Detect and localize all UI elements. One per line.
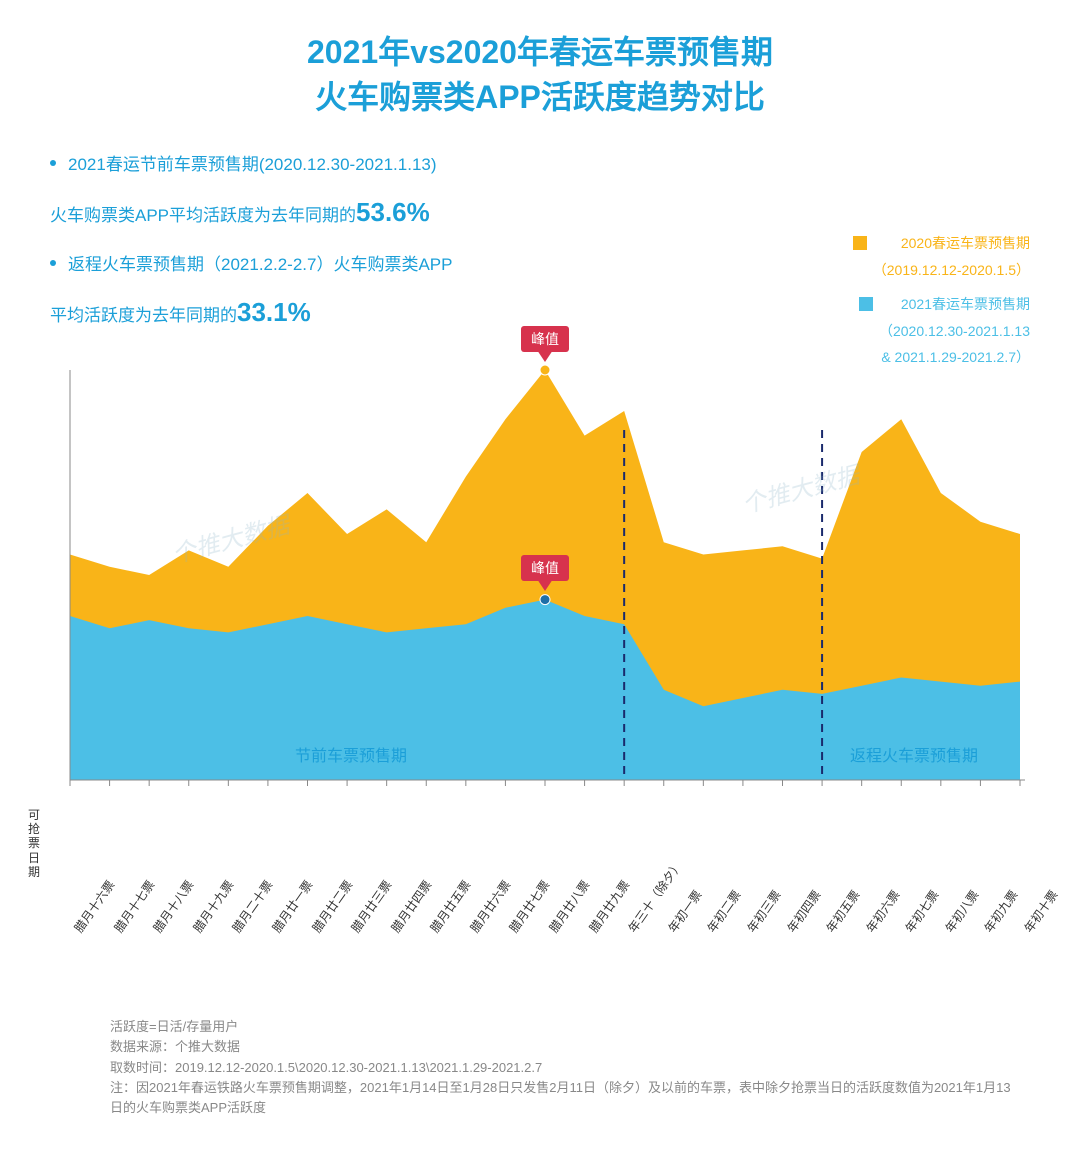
- footer-l4: 注：因2021年春运铁路火车票预售期调整，2021年1月14日至1月28日只发售…: [110, 1078, 1012, 1118]
- peak-badge-2020: 峰值: [521, 326, 569, 352]
- x-label: 年初十票: [1020, 926, 1034, 936]
- peak-badge-2021: 峰值: [521, 555, 569, 581]
- x-label: 腊月二十票: [228, 926, 242, 936]
- yaxis-c2: 抢: [28, 822, 40, 836]
- footer-notes: 活跃度=日活/存量用户 数据来源：个推大数据 取数时间：2019.12.12-2…: [110, 1017, 1012, 1118]
- legend-2021-sub1: （2020.12.30-2021.1.13: [879, 318, 1030, 345]
- x-label: 腊月十八票: [149, 926, 163, 936]
- footer-l3: 取数时间：2019.12.12-2020.1.5\2020.12.30-2021…: [110, 1058, 1012, 1078]
- period-label-pre: 节前车票预售期: [295, 742, 407, 766]
- legend-2020-label: 2020春运车票预售期: [873, 230, 1030, 257]
- yaxis-c5: 期: [28, 865, 40, 879]
- x-label: 腊月十七票: [110, 926, 124, 936]
- legend-2020-sub: （2019.12.12-2020.1.5）: [873, 257, 1030, 284]
- page-title: 2021年vs2020年春运车票预售期 火车购票类APP活跃度趋势对比: [50, 30, 1030, 120]
- x-label: 腊月廿五票: [426, 926, 440, 936]
- peak-arrow-2021-icon: [537, 579, 553, 591]
- stat2-prefix: 平均活跃度为去年同期的: [50, 306, 237, 325]
- bullet-2-text: 返程火车票预售期（2021.2.2-2.7）火车购票类APP: [68, 250, 452, 275]
- x-label: 年初四票: [783, 926, 797, 936]
- x-label: 腊月十九票: [189, 926, 203, 936]
- x-label: 腊月十六票: [70, 926, 84, 936]
- legend-text-2020: 2020春运车票预售期 （2019.12.12-2020.1.5）: [873, 230, 1030, 283]
- legend-swatch-2020: [853, 236, 867, 250]
- x-label: 年初九票: [980, 926, 994, 936]
- x-label: 年初五票: [822, 926, 836, 936]
- x-label: 腊月廿六票: [466, 926, 480, 936]
- stat1-prefix: 火车购票类APP平均活跃度为去年同期的: [50, 206, 356, 225]
- yaxis-c1: 可: [28, 808, 40, 822]
- x-label: 年初三票: [743, 926, 757, 936]
- chart-area: 个推大数据 个推大数据 节前车票预售期 返程火车票预售期 峰值 峰值 可 抢 票…: [50, 350, 1030, 870]
- bullet-dot-icon: [50, 160, 56, 166]
- x-label: 腊月廿八票: [545, 926, 559, 936]
- x-label: 腊月廿二票: [308, 926, 322, 936]
- title-line2: 火车购票类APP活跃度趋势对比: [50, 75, 1030, 120]
- x-label: 年初七票: [901, 926, 915, 936]
- x-label: 腊月廿七票: [505, 926, 519, 936]
- x-label: 年初一票: [664, 926, 678, 936]
- legend-item-2020: 2020春运车票预售期 （2019.12.12-2020.1.5）: [853, 230, 1030, 283]
- x-label: 腊月廿九票: [585, 926, 599, 936]
- legend-swatch-2021: [859, 297, 873, 311]
- x-label: 腊月廿四票: [387, 926, 401, 936]
- x-label: 年三十（除夕）: [624, 926, 638, 936]
- stat1-pct: 53.6%: [356, 197, 430, 227]
- x-label: 腊月廿三票: [347, 926, 361, 936]
- peak-arrow-2020-icon: [537, 350, 553, 362]
- bullet-dot-icon: [50, 260, 56, 266]
- stat2-pct: 33.1%: [237, 297, 311, 327]
- stat-line-1: 火车购票类APP平均活跃度为去年同期的53.6%: [50, 197, 1030, 228]
- legend-2021-label: 2021春运车票预售期: [879, 291, 1030, 318]
- bullet-1-text: 2021春运节前车票预售期(2020.12.30-2021.1.13): [68, 150, 437, 175]
- x-label: 年初二票: [703, 926, 717, 936]
- x-label: 腊月廿一票: [268, 926, 282, 936]
- yaxis-c3: 票: [28, 836, 40, 850]
- footer-l2: 数据来源：个推大数据: [110, 1037, 1012, 1057]
- x-label: 年初六票: [862, 926, 876, 936]
- footer-l1: 活跃度=日活/存量用户: [110, 1017, 1012, 1037]
- bullet-1: 2021春运节前车票预售期(2020.12.30-2021.1.13): [50, 150, 1030, 175]
- x-label: 年初八票: [941, 926, 955, 936]
- chart-container: 2021年vs2020年春运车票预售期 火车购票类APP活跃度趋势对比 2021…: [0, 0, 1080, 1152]
- yaxis-c4: 日: [28, 851, 40, 865]
- yaxis-caption: 可 抢 票 日 期: [28, 808, 40, 880]
- title-line1: 2021年vs2020年春运车票预售期: [50, 30, 1030, 75]
- area-chart-svg: [50, 350, 1030, 870]
- period-label-post: 返程火车票预售期: [850, 742, 978, 766]
